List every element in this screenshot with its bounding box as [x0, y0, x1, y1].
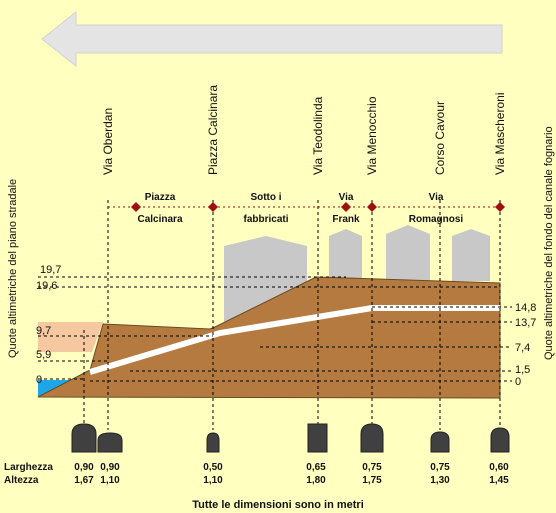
width-value: 0,75: [362, 462, 382, 473]
left-level-label: 19,6: [36, 280, 57, 292]
height-value: 1,75: [362, 475, 382, 486]
marker: [367, 202, 377, 212]
segment-label-line2: Frank: [332, 214, 360, 225]
marker: [208, 202, 218, 212]
building: [452, 229, 490, 281]
street-label-via-mascheroni: Via Mascheroni: [493, 93, 507, 176]
right-level-label: 1,5: [515, 364, 530, 376]
height-row-label: Altezza: [4, 475, 39, 486]
width-value: 0,90: [100, 462, 120, 473]
channel-section: [71, 423, 97, 453]
marker: [341, 202, 351, 212]
channel-sections: [71, 423, 510, 453]
segment-label-line2: fabbricati: [243, 214, 288, 225]
street-label-via-oberdan: Via Oberdan: [101, 108, 115, 175]
left-level-label: 0: [36, 374, 42, 386]
street-guides: [83, 200, 501, 430]
left-level-label: 19,7: [40, 264, 61, 276]
right-level-label: 13,7: [515, 317, 536, 329]
width-value: 0,50: [203, 462, 223, 473]
left-axis-label: Quote altimetriche del piano stradale: [7, 179, 19, 358]
street-label-via-menocchio: Via Menocchio: [365, 96, 379, 175]
channel-section: [430, 431, 450, 453]
flow-direction-arrow: [41, 10, 503, 68]
height-value: 1,30: [430, 475, 450, 486]
width-value: 0,60: [489, 462, 509, 473]
height-value: 1,67: [74, 475, 94, 486]
right-level-label: 0: [515, 376, 521, 388]
height-value: 1,45: [489, 475, 509, 486]
right-level-label: 14,8: [515, 302, 536, 314]
segment-label-line1: Sotto i: [250, 192, 281, 203]
right-axis-label: Quote altimetriche del fondo del canale …: [543, 126, 555, 360]
channel-section: [97, 432, 123, 453]
street-label-corso-cavour: Corso Cavour: [433, 101, 447, 175]
road-fill-left: [38, 322, 103, 352]
street-label-piazza-calcinara: Piazza Calcinara: [206, 85, 220, 175]
channel-section: [490, 427, 510, 453]
left-level-label: 9,7: [36, 325, 51, 337]
channel-section: [307, 423, 328, 453]
segment-label-line1: Via: [429, 192, 444, 203]
building: [386, 225, 430, 281]
left-level-lines: [38, 276, 500, 380]
buildings: [224, 225, 490, 327]
building: [329, 229, 362, 281]
segment-label-line1: Via: [339, 192, 354, 203]
width-value: 0,90: [74, 462, 94, 473]
right-level-label: 7,4: [515, 342, 530, 354]
segment-label-line1: Piazza: [145, 192, 176, 203]
segment-markers: [108, 202, 505, 212]
segment-label-line2: Romagnosi: [409, 214, 464, 225]
left-level-label: 5,9: [36, 349, 51, 361]
segment-label-line2: Calcinara: [137, 214, 182, 225]
height-value: 1,10: [100, 475, 120, 486]
street-label-via-teodolinda: Via Teodolinda: [311, 96, 325, 175]
channel-section: [206, 432, 220, 453]
width-value: 0,65: [306, 462, 326, 473]
sewer-channel-line: [89, 305, 500, 375]
width-value: 0,75: [430, 462, 450, 473]
marker: [131, 202, 141, 212]
footer-note: Tutte le dimensioni sono in metri: [192, 499, 364, 511]
width-row-label: Larghezza: [4, 462, 53, 473]
height-value: 1,80: [306, 475, 326, 486]
height-value: 1,10: [203, 475, 223, 486]
right-level-lines: [90, 306, 512, 382]
marker: [495, 202, 505, 212]
channel-section: [360, 423, 384, 453]
